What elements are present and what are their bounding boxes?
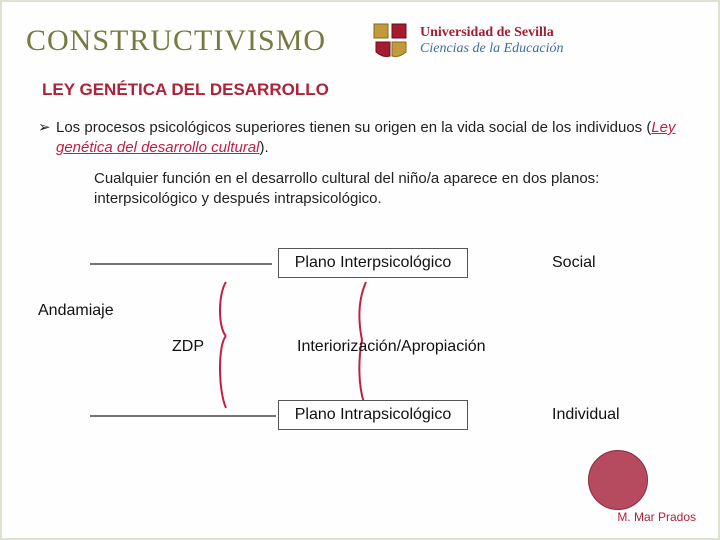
paragraph1-suffix: ). [259, 139, 268, 156]
paragraph1-prefix: Los procesos psicológicos superiores tie… [56, 119, 651, 136]
section-subtitle: LEY GENÉTICA DEL DESARROLLO [2, 58, 718, 100]
label-andamiaje: Andamiaje [38, 302, 114, 320]
box-interpsicologico: Plano Interpsicológico [278, 248, 468, 278]
bullet-arrow-icon: ➢ [38, 118, 51, 138]
paragraph-2: Cualquier función en el desarrollo cultu… [2, 159, 718, 210]
page-title: CONSTRUCTIVISMO [2, 2, 718, 58]
decorative-circle [588, 450, 648, 510]
logo-line2: Ciencias de la Educación [420, 41, 563, 57]
label-interiorizacion: Interiorización/Apropiación [297, 338, 486, 356]
label-zdp: ZDP [172, 338, 204, 356]
shield-icon [372, 22, 414, 60]
concept-diagram: Plano Interpsicológico Social Andamiaje … [32, 240, 692, 470]
author-footer: M. Mar Prados [617, 510, 696, 524]
logo-text: Universidad de Sevilla Ciencias de la Ed… [420, 25, 563, 57]
logo-line1: Universidad de Sevilla [420, 25, 563, 41]
label-individual: Individual [552, 406, 620, 424]
box-intrapsicologico: Plano Intrapsicológico [278, 400, 468, 430]
paragraph-1: ➢ Los procesos psicológicos superiores t… [2, 100, 718, 159]
university-logo: Universidad de Sevilla Ciencias de la Ed… [372, 22, 563, 60]
label-social: Social [552, 254, 596, 272]
